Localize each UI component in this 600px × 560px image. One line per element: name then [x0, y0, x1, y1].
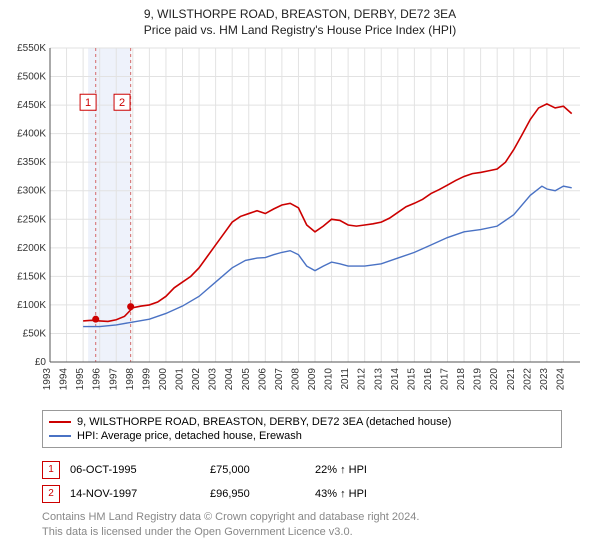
price-chart: £0 £50K £100K £150K £200K £250K £300K £350K £400… — [0, 42, 600, 402]
legend-item: HPI: Average price, detached house, Erew… — [49, 429, 555, 443]
svg-text:2006: 2006 — [257, 368, 268, 391]
transaction-date: 14-NOV-1997 — [70, 488, 200, 500]
svg-text:£500K: £500K — [17, 72, 46, 83]
svg-text:£550K: £550K — [17, 43, 46, 54]
transaction-date: 06-OCT-1995 — [70, 464, 200, 476]
svg-text:£400K: £400K — [17, 129, 46, 140]
table-row: 1 06-OCT-1995 £75,000 22% ↑ HPI — [42, 458, 562, 482]
svg-text:£300K: £300K — [17, 186, 46, 197]
svg-text:2014: 2014 — [390, 368, 401, 391]
svg-text:2017: 2017 — [440, 368, 451, 391]
transaction-marker: 2 — [42, 485, 60, 503]
svg-text:£50K: £50K — [23, 328, 47, 339]
svg-text:£150K: £150K — [17, 271, 46, 282]
legend-label: 9, WILSTHORPE ROAD, BREASTON, DERBY, DE7… — [77, 416, 451, 428]
svg-text:2011: 2011 — [340, 368, 351, 390]
svg-text:2002: 2002 — [191, 368, 202, 391]
svg-text:2008: 2008 — [290, 368, 301, 391]
svg-text:2016: 2016 — [423, 368, 434, 391]
transaction-pct: 22% ↑ HPI — [315, 464, 410, 476]
svg-text:2009: 2009 — [307, 368, 318, 391]
svg-text:£200K: £200K — [17, 243, 46, 254]
svg-text:2010: 2010 — [324, 368, 335, 391]
transactions-table: 1 06-OCT-1995 £75,000 22% ↑ HPI 2 14-NOV… — [42, 458, 562, 506]
svg-text:1999: 1999 — [141, 368, 152, 391]
svg-text:2: 2 — [119, 97, 125, 109]
svg-text:2021: 2021 — [506, 368, 517, 391]
legend-swatch — [49, 421, 71, 423]
svg-text:£250K: £250K — [17, 214, 46, 225]
transaction-pct: 43% ↑ HPI — [315, 488, 410, 500]
svg-text:2005: 2005 — [241, 368, 252, 391]
transaction-price: £75,000 — [210, 464, 305, 476]
transaction-marker: 1 — [42, 461, 60, 479]
svg-text:2003: 2003 — [208, 368, 219, 391]
svg-text:1994: 1994 — [59, 368, 70, 391]
legend-swatch — [49, 435, 71, 437]
footer-line-2: This data is licensed under the Open Gov… — [42, 525, 419, 540]
svg-text:1996: 1996 — [92, 368, 103, 391]
svg-text:1995: 1995 — [75, 368, 86, 391]
legend: 9, WILSTHORPE ROAD, BREASTON, DERBY, DE7… — [42, 410, 562, 448]
svg-text:2001: 2001 — [175, 368, 186, 391]
svg-text:2018: 2018 — [456, 368, 467, 391]
svg-text:2012: 2012 — [357, 368, 368, 391]
svg-text:£100K: £100K — [17, 300, 46, 311]
title-line-1: 9, WILSTHORPE ROAD, BREASTON, DERBY, DE7… — [0, 6, 600, 22]
svg-text:2000: 2000 — [158, 368, 169, 391]
footer-line-1: Contains HM Land Registry data © Crown c… — [42, 510, 419, 525]
svg-text:£350K: £350K — [17, 157, 46, 168]
title-line-2: Price paid vs. HM Land Registry's House … — [0, 22, 600, 38]
svg-text:1998: 1998 — [125, 368, 136, 391]
svg-text:1: 1 — [85, 97, 91, 109]
svg-text:2024: 2024 — [555, 368, 566, 391]
transaction-price: £96,950 — [210, 488, 305, 500]
svg-text:2022: 2022 — [522, 368, 533, 391]
svg-text:2020: 2020 — [489, 368, 500, 391]
svg-text:2013: 2013 — [373, 368, 384, 391]
svg-text:2019: 2019 — [473, 368, 484, 391]
svg-text:2023: 2023 — [539, 368, 550, 391]
table-row: 2 14-NOV-1997 £96,950 43% ↑ HPI — [42, 482, 562, 506]
svg-text:£0: £0 — [35, 357, 47, 368]
legend-item: 9, WILSTHORPE ROAD, BREASTON, DERBY, DE7… — [49, 415, 555, 429]
svg-text:1993: 1993 — [42, 368, 53, 391]
footer: Contains HM Land Registry data © Crown c… — [42, 510, 419, 541]
svg-text:2007: 2007 — [274, 368, 285, 391]
svg-text:2004: 2004 — [224, 368, 235, 391]
svg-text:1997: 1997 — [108, 368, 119, 391]
legend-label: HPI: Average price, detached house, Erew… — [77, 430, 302, 442]
svg-text:2015: 2015 — [406, 368, 417, 391]
svg-text:£450K: £450K — [17, 100, 46, 111]
